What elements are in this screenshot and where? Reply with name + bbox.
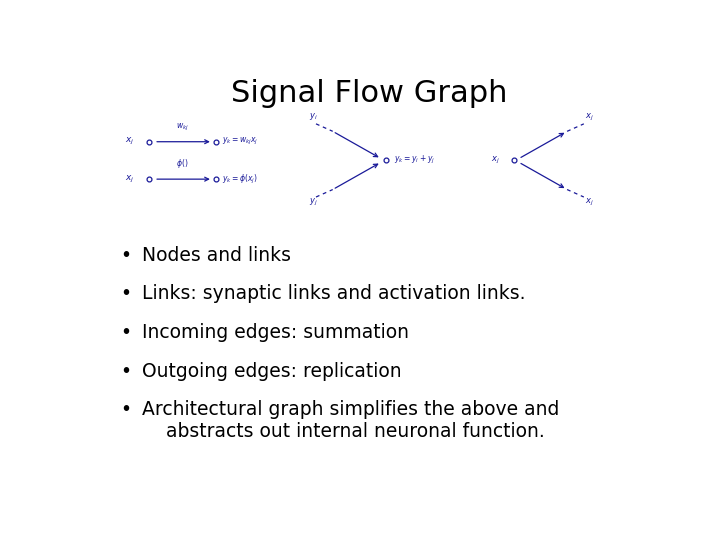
Text: $y_k=\phi(x_j)$: $y_k=\phi(x_j)$ xyxy=(222,173,258,186)
Text: $x_j$: $x_j$ xyxy=(585,197,594,208)
Text: $w_{kj}$: $w_{kj}$ xyxy=(176,122,189,133)
Text: Incoming edges: summation: Incoming edges: summation xyxy=(142,323,409,342)
Text: $\phi()$: $\phi()$ xyxy=(176,157,188,170)
Text: Architectural graph simplifies the above and
    abstracts out internal neuronal: Architectural graph simplifies the above… xyxy=(142,400,559,441)
Text: $y_i$: $y_i$ xyxy=(309,111,318,122)
Text: $x_j$: $x_j$ xyxy=(491,155,500,166)
Text: •: • xyxy=(121,362,132,381)
Text: $y_j$: $y_j$ xyxy=(309,197,318,208)
Text: •: • xyxy=(121,323,132,342)
Text: $y_k=w_{kj}x_j$: $y_k=w_{kj}x_j$ xyxy=(222,136,258,147)
Text: $x_j$: $x_j$ xyxy=(125,136,135,147)
Text: Nodes and links: Nodes and links xyxy=(142,246,291,265)
Text: •: • xyxy=(121,246,132,265)
Text: Links: synaptic links and activation links.: Links: synaptic links and activation lin… xyxy=(142,285,526,303)
Text: $x_j$: $x_j$ xyxy=(125,173,135,185)
Text: •: • xyxy=(121,400,132,420)
Text: $x_j$: $x_j$ xyxy=(585,112,594,123)
Text: Signal Flow Graph: Signal Flow Graph xyxy=(230,79,508,109)
Text: $y_k=y_i+y_j$: $y_k=y_i+y_j$ xyxy=(394,154,435,166)
Text: Outgoing edges: replication: Outgoing edges: replication xyxy=(142,362,402,381)
Text: •: • xyxy=(121,285,132,303)
